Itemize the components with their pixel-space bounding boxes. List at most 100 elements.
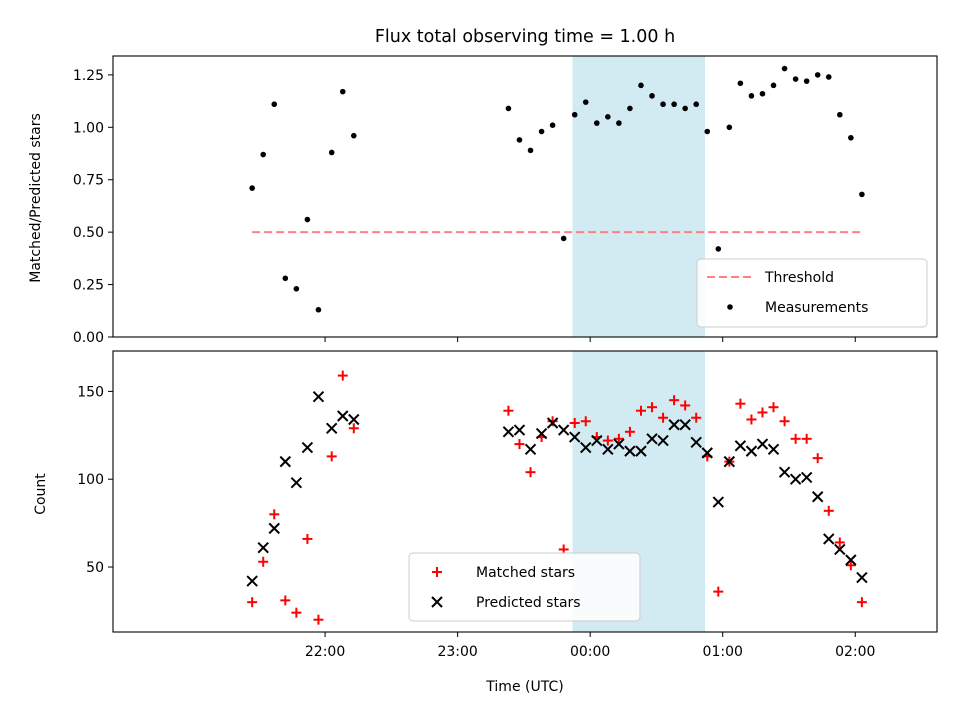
measurement-point [660, 101, 666, 108]
ratio-legend-box [696, 258, 928, 328]
measurement-point [350, 132, 357, 139]
matched-star-point [658, 412, 669, 423]
predicted-star-point [502, 426, 515, 438]
matched-star-point [258, 556, 269, 567]
measurement-point [315, 306, 322, 313]
legend-threshold-label: Threshold [764, 270, 834, 286]
measurement-point [781, 65, 788, 72]
predicted-star-point [546, 417, 559, 429]
matched-star-point [812, 453, 823, 464]
ratio-y-tick-label: 1.00 [73, 120, 104, 136]
measurement-point [260, 151, 267, 158]
matched-star-point [525, 467, 536, 478]
measurement-point [339, 88, 346, 95]
matched-star-point [757, 407, 768, 418]
matched-star-point [613, 433, 624, 444]
measurement-point [671, 101, 677, 108]
measurement-point [593, 120, 600, 126]
time-x-tick-label: 23:00 [437, 644, 477, 660]
count-y-tick-label: 50 [86, 560, 104, 576]
predicted-star-point [690, 436, 702, 449]
matched-star-point [348, 423, 359, 434]
count-y-tick-label: 150 [77, 384, 104, 400]
time-x-tick-label: 22:00 [305, 644, 345, 660]
predicted-star-point [800, 471, 813, 484]
matched-star-point [735, 398, 746, 409]
ratio-plot-frame [112, 55, 938, 338]
matched-star-point [823, 505, 834, 516]
count-plot-frame [112, 350, 938, 633]
measurement-point [627, 105, 633, 112]
matched-star-point [269, 509, 280, 520]
matched-star-point [768, 402, 779, 413]
measurement-point [836, 111, 843, 118]
predicted-star-point [557, 424, 570, 436]
predicted-star-point [856, 571, 868, 584]
count-y-tick-label: 100 [77, 472, 104, 488]
measurement-point [249, 185, 255, 191]
predicted-star-point [337, 410, 349, 422]
predicted-star-point [778, 466, 791, 478]
legend-measurement-label: Measurements [765, 300, 868, 316]
legend-predicted-label: Predicted stars [476, 595, 581, 611]
measurement-point [649, 93, 655, 99]
matched-star-point [514, 439, 525, 450]
measurement-point [770, 82, 777, 89]
measurement-point [638, 82, 644, 89]
time-x-tick-label: 01:00 [703, 644, 743, 660]
measurement-point [803, 78, 810, 84]
matched-star-point [302, 533, 313, 544]
matched-star-point [801, 433, 812, 444]
measurement-point [527, 147, 534, 154]
ratio-y-tick-label: 1.25 [73, 68, 104, 84]
predicted-star-point [712, 496, 725, 508]
predicted-star-point [279, 455, 292, 468]
measurement-point [605, 114, 611, 120]
predicted-star-point [845, 554, 857, 566]
legend-matched-label: Matched stars [476, 565, 575, 581]
measurement-point [616, 120, 622, 126]
predicted-star-point [257, 541, 269, 554]
measurement-point [737, 80, 744, 87]
measurement-point [560, 235, 567, 242]
ratio-y-tick-label: 0.50 [73, 225, 104, 241]
predicted-star-point [723, 455, 736, 468]
measurement-point [704, 128, 711, 135]
predicted-star-point [591, 434, 603, 447]
predicted-star-point [312, 390, 325, 403]
predicted-star-point [325, 422, 338, 434]
matched-star-point [326, 451, 337, 462]
predicted-star-point [789, 473, 802, 485]
measurement-point [715, 246, 722, 252]
time-x-tick-label: 02:00 [835, 644, 875, 660]
predicted-star-point [734, 440, 747, 452]
measurement-point [293, 285, 300, 292]
matched-star-point [635, 405, 646, 416]
predicted-star-point [268, 522, 280, 535]
matched-star-point [313, 614, 324, 625]
matched-star-point [647, 402, 658, 413]
count-legend-box [408, 552, 641, 622]
count-legend: Matched stars Predicted stars [408, 552, 641, 622]
ratio-y-tick-label: 0.25 [73, 278, 104, 294]
measurement-point [825, 74, 832, 80]
measurement-point [328, 149, 335, 156]
predicted-star-point [348, 413, 360, 426]
matched-star-point [280, 595, 291, 606]
predicted-star-point [635, 445, 647, 457]
matched-star-point [602, 435, 613, 446]
predicted-star-point [602, 443, 614, 456]
matched-star-point [779, 416, 790, 427]
predicted-star-point [679, 419, 691, 431]
predicted-star-point [613, 438, 625, 450]
measurement-point [505, 105, 512, 112]
measurement-point [848, 134, 854, 141]
predicted-star-point [624, 445, 636, 457]
predicted-star-point [301, 441, 314, 454]
predicted-star-point [668, 419, 680, 431]
matched-star-point [247, 597, 258, 608]
ratio-panel: 0.00 0.25 0.50 0.75 1.00 1.25 Matched/Predict… [28, 55, 938, 346]
predicted-star-point [823, 533, 835, 545]
measurement-point [304, 216, 311, 223]
